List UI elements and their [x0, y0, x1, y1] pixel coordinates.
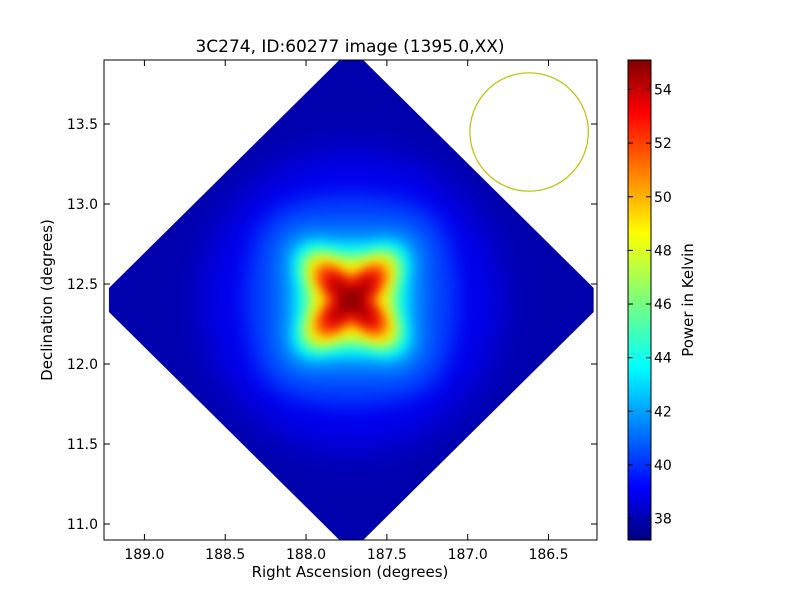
colorbar-tick-label: 54: [654, 82, 672, 98]
colorbar: [627, 59, 652, 541]
x-tick-label: 189.0: [124, 547, 164, 563]
colorbar-tick-label: 48: [654, 243, 672, 259]
x-tick-label: 187.5: [367, 547, 407, 563]
y-tick-label: 12.0: [67, 357, 98, 373]
x-tick-label: 188.5: [205, 547, 245, 563]
colorbar-tick-label: 40: [654, 458, 672, 474]
x-tick-label: 186.5: [528, 547, 568, 563]
colorbar-tick-label: 42: [654, 404, 672, 420]
y-tick-label: 12.5: [67, 277, 98, 293]
beam-circle: [469, 72, 589, 192]
colorbar-tick-label: 52: [654, 136, 672, 152]
plot-frame: [103, 59, 598, 541]
colorbar-tick-label: 44: [654, 351, 672, 367]
y-tick-label: 13.0: [67, 197, 98, 213]
colorbar-tick-label: 38: [654, 512, 672, 528]
x-axis-label: Right Ascension (degrees): [252, 563, 449, 581]
colorbar-tick-label: 46: [654, 297, 672, 313]
colorbar-tick-label: 50: [654, 190, 672, 206]
y-tick-label: 11.5: [67, 437, 98, 453]
emission-layers: [201, 150, 502, 450]
y-axis-label: Declination (degrees): [38, 219, 56, 381]
y-tick-label: 13.5: [67, 117, 98, 133]
y-axis-ticks: 11.0 11.5 12.0 12.5 13.0 13.5: [67, 117, 597, 533]
colorbar-label: Power in Kelvin: [679, 243, 697, 357]
heatmap-image: [108, 60, 594, 540]
x-tick-label: 187.0: [448, 547, 488, 563]
y-tick-label: 11.0: [67, 517, 98, 533]
emission-layer: [342, 291, 361, 309]
chart-title: 3C274, ID:60277 image (1395.0,XX): [195, 37, 504, 57]
colorbar-ticks: 38 40 42 44 46 48 50 52 54: [628, 82, 672, 528]
x-tick-label: 188.0: [286, 547, 326, 563]
x-axis-ticks: 189.0 188.5 188.0 187.5 187.0 186.5: [124, 60, 569, 563]
